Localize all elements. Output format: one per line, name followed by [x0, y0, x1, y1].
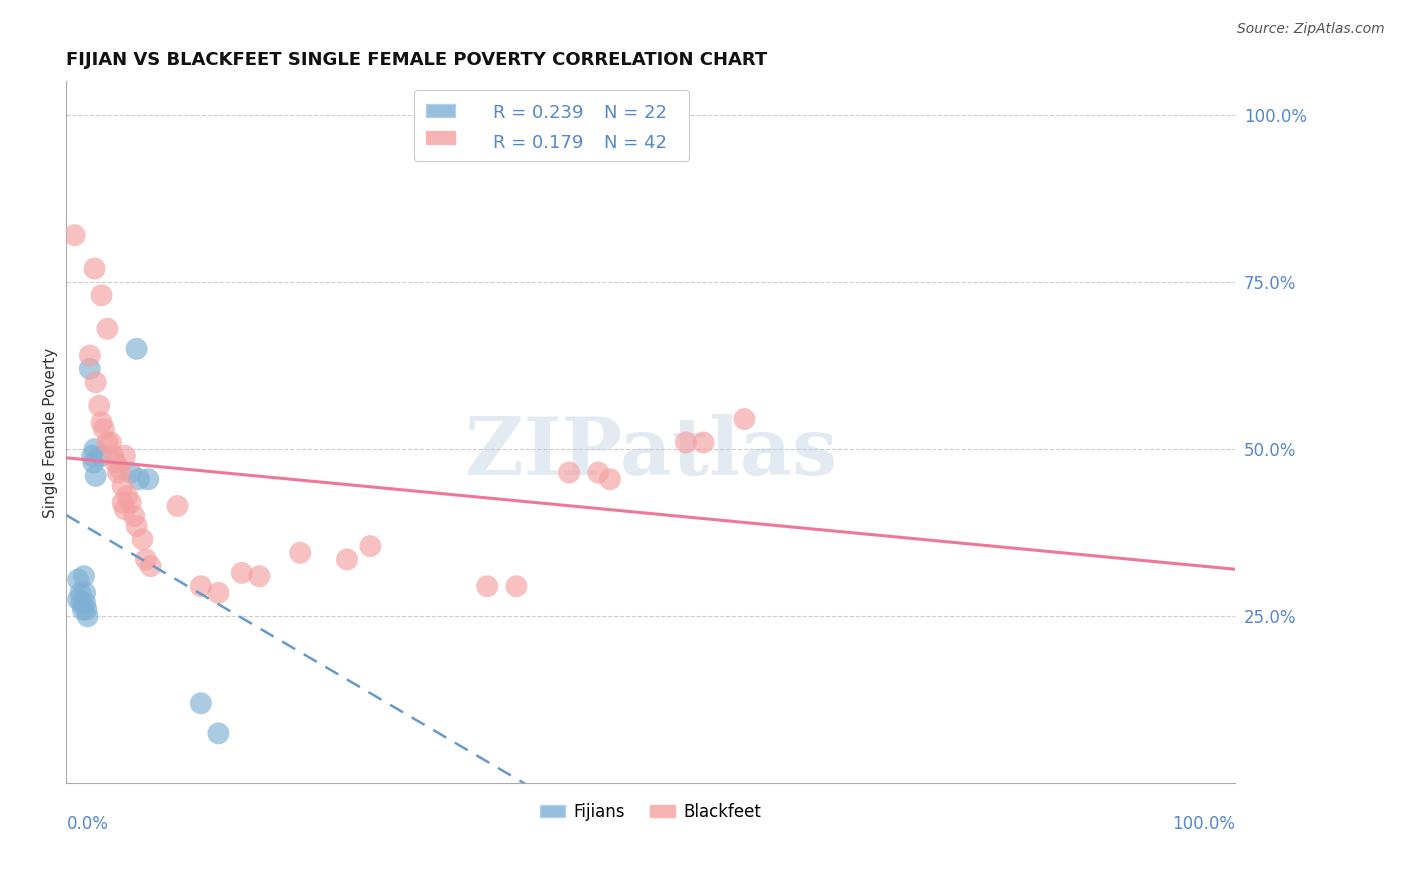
Point [733, 412, 755, 426]
Point [83, 442, 105, 457]
Point [675, 435, 697, 450]
Point [63, 228, 86, 243]
Point [114, 449, 136, 463]
Point [110, 462, 132, 476]
Point [139, 559, 162, 574]
Point [207, 586, 229, 600]
Point [84, 376, 107, 390]
Point [125, 342, 148, 356]
Point [136, 472, 159, 486]
Point [75, 596, 97, 610]
Point [190, 696, 212, 710]
Legend: Fijians, Blackfeet: Fijians, Blackfeet [534, 797, 768, 828]
Point [247, 569, 270, 583]
Point [558, 466, 581, 480]
Text: ZIPatlas: ZIPatlas [465, 415, 837, 492]
Text: 100.0%: 100.0% [1173, 815, 1236, 833]
Point [111, 479, 134, 493]
Point [90, 449, 112, 463]
Point [207, 726, 229, 740]
Point [103, 449, 125, 463]
Point [90, 288, 112, 302]
Point [76, 609, 98, 624]
Point [67, 592, 90, 607]
Text: N = 22: N = 22 [605, 104, 666, 122]
Point [100, 435, 122, 450]
Point [72, 602, 94, 616]
Point [96, 322, 118, 336]
Point [69, 586, 91, 600]
Point [131, 533, 153, 547]
Point [477, 579, 499, 593]
Point [70, 596, 93, 610]
Text: R = 0.179: R = 0.179 [494, 134, 583, 153]
Point [83, 261, 105, 276]
Point [82, 449, 104, 463]
Point [90, 416, 112, 430]
Point [359, 539, 381, 553]
Point [73, 569, 96, 583]
Point [115, 489, 138, 503]
Point [111, 495, 134, 509]
Point [505, 579, 527, 593]
Point [336, 552, 359, 566]
Text: N = 42: N = 42 [605, 134, 666, 153]
Point [75, 586, 97, 600]
Point [82, 456, 104, 470]
Point [75, 602, 97, 616]
Point [166, 499, 188, 513]
Text: R = 0.239: R = 0.239 [494, 104, 583, 122]
Point [128, 472, 150, 486]
Point [107, 466, 129, 480]
Point [290, 546, 312, 560]
Point [125, 519, 148, 533]
Point [588, 466, 610, 480]
Text: 0.0%: 0.0% [66, 815, 108, 833]
Text: FIJIAN VS BLACKFEET SINGLE FEMALE POVERTY CORRELATION CHART: FIJIAN VS BLACKFEET SINGLE FEMALE POVERT… [66, 51, 768, 69]
Point [79, 362, 101, 376]
Point [93, 422, 115, 436]
Point [79, 349, 101, 363]
Point [135, 552, 157, 566]
Point [114, 502, 136, 516]
Y-axis label: Single Female Poverty: Single Female Poverty [44, 347, 58, 517]
Point [122, 508, 145, 523]
Point [120, 495, 142, 509]
Point [96, 435, 118, 450]
Point [231, 566, 253, 580]
Point [84, 469, 107, 483]
Point [599, 472, 621, 486]
Point [120, 466, 142, 480]
Point [692, 435, 714, 450]
Point [67, 573, 90, 587]
Point [104, 456, 127, 470]
Point [190, 579, 212, 593]
Text: Source: ZipAtlas.com: Source: ZipAtlas.com [1237, 22, 1385, 37]
Point [89, 399, 111, 413]
